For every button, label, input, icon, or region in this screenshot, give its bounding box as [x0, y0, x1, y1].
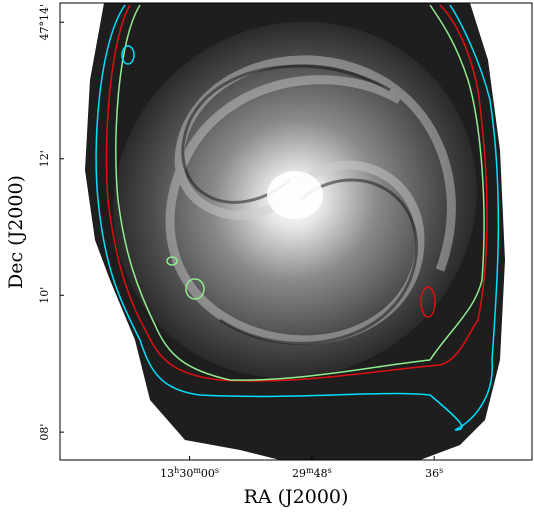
- y-tick-label: 47°14': [38, 4, 51, 41]
- y-axis-label: Dec (J2000): [5, 175, 27, 289]
- plot-frame: [59, 2, 533, 461]
- galaxy-image: [85, 3, 505, 460]
- x-tick-label: 36s: [425, 466, 443, 480]
- y-tick-label: 08': [38, 424, 51, 441]
- x-tick-label: 29m48s: [292, 466, 332, 480]
- x-tick-label: 13h30m00s: [160, 466, 219, 480]
- x-axis-label: RA (J2000): [244, 486, 349, 508]
- y-tick-label: 10': [38, 287, 51, 304]
- y-tick-label: 12': [38, 150, 51, 167]
